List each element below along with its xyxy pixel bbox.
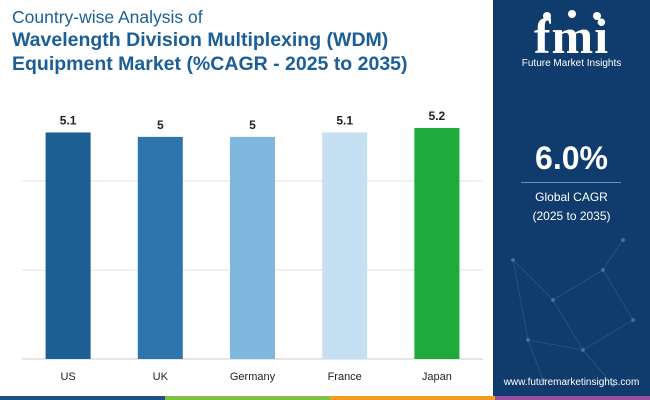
chart-title: Country-wise Analysis of Wavelength Divi… <box>12 6 482 76</box>
bar-japan <box>414 128 460 359</box>
x-tick-label: UK <box>153 371 169 383</box>
bottom-bar-segment <box>495 396 650 400</box>
x-tick-label: US <box>60 371 75 383</box>
bar-uk <box>137 136 183 359</box>
data-label: 5.1 <box>336 113 353 127</box>
title-line-1: Country-wise Analysis of <box>12 7 203 27</box>
bottom-bar-segment <box>330 396 495 400</box>
side-panel: fmi Future Market Insights 6.0% Global C… <box>493 0 650 400</box>
bottom-color-bar <box>0 396 650 400</box>
title-line-2: Wavelength Division Multiplexing (WDM) <box>12 29 389 51</box>
data-label: 5.1 <box>60 113 77 127</box>
x-tick-label: France <box>328 371 362 383</box>
data-label: 5.2 <box>429 109 446 123</box>
x-tick-label: Germany <box>230 371 276 383</box>
bar-france <box>322 132 368 359</box>
bottom-bar-segment <box>165 396 330 400</box>
global-cagr-value: 6.0% <box>535 140 608 176</box>
website-link[interactable]: www.futuremarketinsights.com <box>503 377 640 388</box>
title-line-3: Equipment Market (%CAGR - 2025 to 2035) <box>12 53 408 75</box>
bar-chart: 5.1 US 5 UK 5 Germany 5.1 France 5.2 Japan <box>22 109 483 383</box>
data-label: 5 <box>157 118 164 132</box>
bottom-bar-segment <box>0 396 165 400</box>
bar-us <box>45 132 91 359</box>
logo: fmi <box>533 8 610 64</box>
global-cagr-label: Global CAGR (2025 to 2035) <box>493 188 650 226</box>
logo-decoration-icon <box>543 10 601 20</box>
global-cagr-label-line-2: (2025 to 2035) <box>532 209 611 223</box>
data-label: 5 <box>249 118 256 132</box>
brand-name: Future Market Insights <box>521 58 622 69</box>
network-graphic-icon <box>510 237 636 388</box>
x-tick-label: Japan <box>422 371 452 383</box>
global-cagr-label-line-1: Global CAGR <box>535 190 608 204</box>
bar-germany <box>230 136 275 359</box>
divider <box>521 182 621 183</box>
